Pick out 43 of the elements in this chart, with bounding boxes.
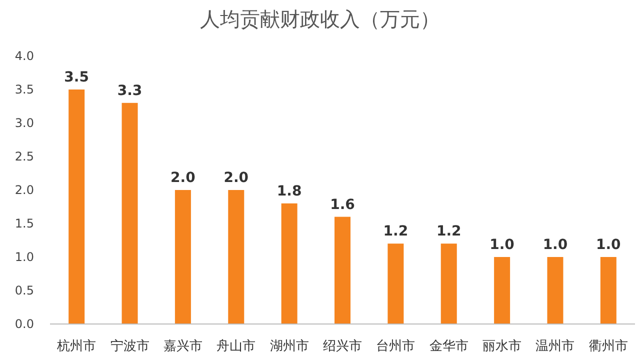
- x-tick-label: 衢州市: [588, 339, 628, 354]
- x-tick-label: 温州市: [536, 339, 575, 354]
- y-tick-label: 2.5: [14, 150, 34, 164]
- data-label: 1.8: [276, 183, 302, 200]
- y-tick-label: 0.5: [14, 284, 34, 298]
- y-tick-label: 4.0: [14, 49, 34, 63]
- x-tick-label: 杭州市: [56, 339, 96, 354]
- bar: [547, 257, 564, 324]
- data-label: 3.5: [64, 70, 89, 86]
- bar: [494, 257, 510, 324]
- bar: [228, 190, 244, 324]
- y-tick-label: 3.5: [14, 82, 34, 96]
- bar: [388, 244, 404, 324]
- data-label: 1.0: [490, 237, 515, 253]
- x-tick-label: 湖州市: [270, 339, 309, 354]
- bar: [440, 244, 457, 324]
- y-tick-label: 3.0: [14, 116, 34, 130]
- y-tick-label: 0.0: [14, 317, 34, 331]
- bar: [334, 216, 350, 324]
- x-tick-label: 绍兴市: [323, 339, 362, 354]
- bar: [68, 90, 85, 324]
- x-tick-label: 舟山市: [216, 339, 256, 354]
- data-label: 1.0: [542, 237, 568, 253]
- chart-title: 人均贡献财政收入（万元）: [200, 7, 440, 31]
- bar: [281, 203, 298, 324]
- y-tick-label: 1.5: [14, 216, 34, 230]
- data-label: 1.2: [436, 224, 462, 240]
- data-label: 1.2: [383, 224, 408, 240]
- y-tick-label: 2.0: [14, 183, 34, 197]
- x-tick-label: 宁波市: [110, 338, 150, 354]
- bar: [174, 190, 191, 324]
- data-label: 1.0: [596, 237, 622, 253]
- bar: [122, 102, 138, 324]
- x-tick-label: 丽水市: [482, 339, 522, 354]
- y-tick-label: 1.0: [14, 250, 34, 264]
- x-tick-label: 嘉兴市: [163, 339, 202, 354]
- x-tick-label: 金华市: [429, 339, 468, 354]
- data-label: 3.3: [117, 82, 142, 99]
- data-label: 1.6: [330, 196, 355, 213]
- x-tick-label: 台州市: [376, 339, 416, 354]
- bar: [600, 257, 616, 324]
- data-label: 2.0: [224, 170, 249, 186]
- data-label: 2.0: [170, 170, 196, 186]
